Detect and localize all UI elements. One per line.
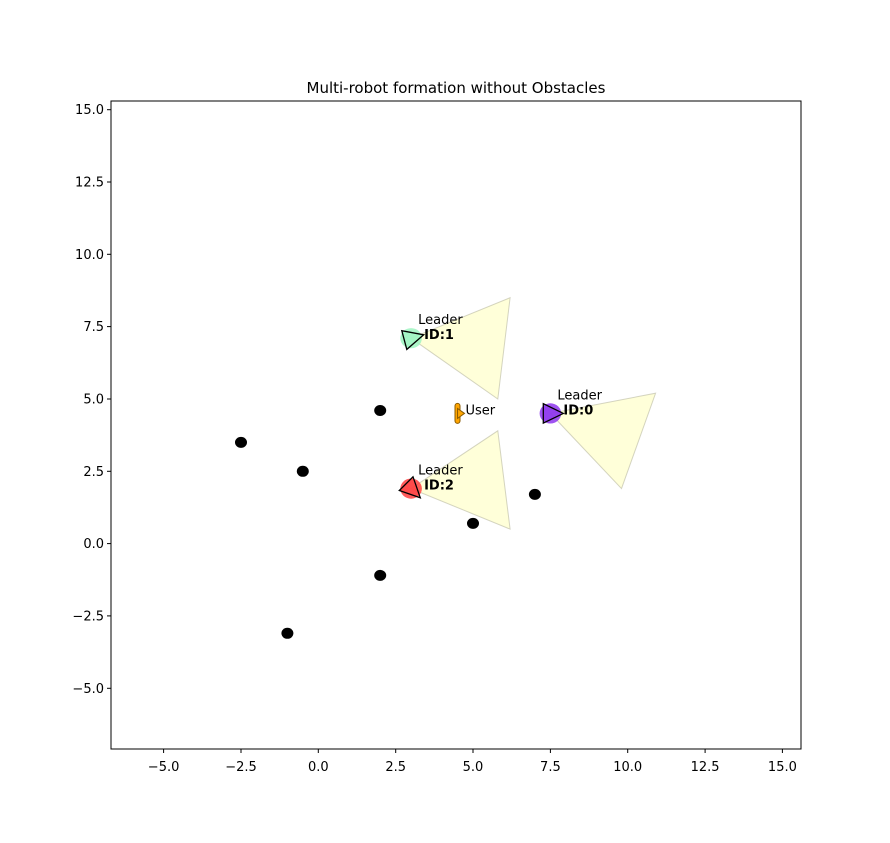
- robot-id-label-2: ID:2: [424, 479, 454, 494]
- robot-id-label-1: ID:1: [424, 328, 454, 343]
- robot-role-label-1: Leader: [418, 313, 463, 328]
- obstacle-point: [374, 405, 387, 416]
- fov-triangle-2: [410, 429, 511, 530]
- fov-triangle-1: [410, 296, 511, 400]
- y-tick-label: 10.0: [75, 248, 104, 263]
- x-tick-label: −5.0: [148, 760, 180, 775]
- user-heading-marker: [457, 407, 466, 420]
- obstacle-point: [235, 436, 247, 448]
- robot-heading-marker-1: [400, 329, 426, 351]
- axis-ticks: −5.0 −2.5 0.0 2.5 5.0 7.5 10.0 12.5 15.0 −5.0 −2.5…: [72, 103, 796, 775]
- robot-heading-marker-2: [398, 475, 422, 499]
- x-tick-label: 12.5: [691, 760, 720, 775]
- y-tick-label: 12.5: [75, 176, 104, 191]
- robot-role-label-2: Leader: [418, 464, 463, 479]
- x-tick-label: 7.5: [540, 760, 561, 775]
- obstacle-point: [296, 465, 309, 477]
- x-tick-label: 10.0: [613, 760, 642, 775]
- y-tick-label: 2.5: [83, 465, 104, 480]
- x-tick-label: 15.0: [768, 760, 797, 775]
- y-tick-label: −5.0: [72, 682, 104, 697]
- y-tick-label: 0.0: [83, 537, 104, 552]
- axes-frame: [110, 100, 802, 750]
- chart-title: Multi-robot formation without Obstacles: [307, 79, 606, 97]
- x-tick-label: 5.0: [463, 760, 484, 775]
- x-tick-label: 0.0: [308, 760, 329, 775]
- robot-role-label-0: Leader: [557, 388, 602, 403]
- x-tick-label: −2.5: [225, 760, 257, 775]
- robot-heading-marker-0: [542, 402, 565, 425]
- y-tick-label: 15.0: [75, 103, 104, 118]
- obstacle-point: [467, 517, 479, 529]
- fov-triangle-0: [549, 392, 657, 490]
- y-tick-label: −2.5: [72, 609, 104, 624]
- robot-id-label-0: ID:0: [563, 403, 593, 418]
- obstacle-point: [281, 627, 294, 639]
- obstacle-point: [374, 569, 387, 581]
- y-tick-label: 7.5: [83, 320, 104, 335]
- obstacle-point: [528, 488, 541, 500]
- y-tick-label: 5.0: [83, 393, 104, 408]
- x-tick-label: 2.5: [385, 760, 406, 775]
- user-label: User: [466, 403, 496, 418]
